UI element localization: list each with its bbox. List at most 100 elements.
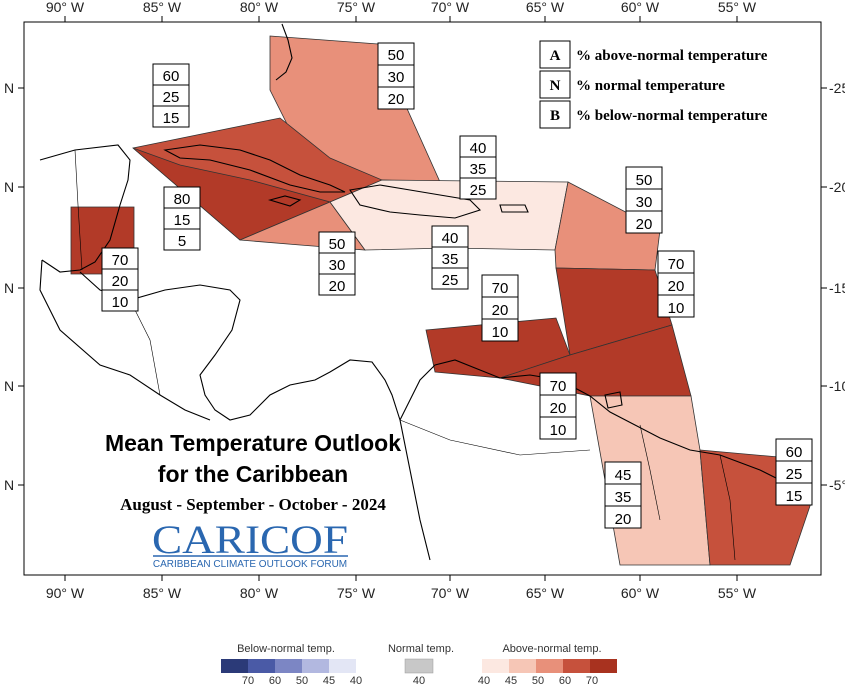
below-tick-label: 70 bbox=[242, 675, 254, 684]
hispaniola-south-above-value: 40 bbox=[442, 230, 459, 247]
legend-key-box bbox=[539, 70, 571, 99]
cuba-above-value: 60 bbox=[163, 68, 180, 85]
above-normal-swatches bbox=[482, 659, 617, 673]
suriname-above-value: 60 bbox=[786, 444, 803, 461]
top-tick-labels: 90° W 85° W 80° W 75° W 70° W 65° W 60° … bbox=[46, 0, 757, 15]
tick-marks bbox=[18, 16, 827, 581]
above-tick-label: 40 bbox=[478, 675, 490, 684]
jamaica-south-above-value: 50 bbox=[329, 236, 346, 253]
right-tick-label: -25 bbox=[829, 80, 845, 96]
top-tick-label: 60° W bbox=[621, 0, 660, 15]
above-normal-caption: Above-normal temp. bbox=[502, 643, 601, 655]
legend-key-box bbox=[539, 100, 571, 129]
windward-below-value: 10 bbox=[668, 300, 685, 317]
belize-above-value: 70 bbox=[112, 252, 129, 269]
above-tick-label: 70 bbox=[586, 675, 598, 684]
bottom-tick-label: 85° W bbox=[143, 585, 182, 601]
left-tick-label: N bbox=[4, 80, 14, 96]
trinidad-normal-value: 20 bbox=[550, 400, 567, 417]
legend-key: A bbox=[550, 48, 561, 64]
abc-above-value: 70 bbox=[492, 280, 509, 297]
jamaica-south-below-value: 20 bbox=[329, 278, 346, 295]
left-tick-labels: N N N N N bbox=[4, 80, 14, 493]
cuba-normal-value: 25 bbox=[163, 89, 180, 106]
suriname-normal-value: 25 bbox=[786, 466, 803, 483]
guyana-above-value: 45 bbox=[615, 467, 632, 484]
above-normal-ticks: 40 45 50 60 70 bbox=[478, 675, 598, 684]
above-tick-label: 60 bbox=[559, 675, 571, 684]
below-tick-label: 60 bbox=[269, 675, 281, 684]
caricof-logo: CARICOF CARIBBEAN CLIMATE OUTLOOK FORUM bbox=[152, 517, 348, 570]
top-tick-label: 90° W bbox=[46, 0, 85, 15]
windward-above-value: 70 bbox=[668, 256, 685, 273]
trinidad-below-value: 10 bbox=[550, 422, 567, 439]
hispaniola-below-value: 25 bbox=[470, 182, 487, 199]
legend-key: B bbox=[550, 108, 560, 124]
below-normal-swatches bbox=[221, 659, 356, 673]
above-normal-swatch bbox=[590, 659, 617, 673]
legend-label: % above-normal temperature bbox=[576, 48, 768, 64]
below-normal-swatch bbox=[248, 659, 275, 673]
above-normal-swatch bbox=[509, 659, 536, 673]
top-tick-label: 70° W bbox=[431, 0, 470, 15]
guyana-below-value: 20 bbox=[615, 511, 632, 528]
bottom-tick-label: 70° W bbox=[431, 585, 470, 601]
probability-boxes: 50 30 20 60 25 15 80 15 5 50 30 20 70 20… bbox=[101, 42, 813, 529]
normal-tick-label: 40 bbox=[413, 675, 425, 684]
top-tick-label: 75° W bbox=[337, 0, 376, 15]
left-tick-label: N bbox=[4, 477, 14, 493]
above-normal-swatch bbox=[482, 659, 509, 673]
bahamas-normal-value: 30 bbox=[388, 69, 405, 86]
logo-subtitle: CARIBBEAN CLIMATE OUTLOOK FORUM bbox=[153, 559, 347, 570]
cayman-normal-value: 15 bbox=[174, 212, 191, 229]
hispaniola-above-value: 40 bbox=[470, 140, 487, 157]
map-title: Mean Temperature Outlook for the Caribbe… bbox=[105, 430, 401, 514]
leeward-below-value: 20 bbox=[636, 216, 653, 233]
bottom-tick-labels: 90° W 85° W 80° W 75° W 70° W 65° W 60° … bbox=[46, 585, 757, 601]
bottom-tick-label: 80° W bbox=[240, 585, 279, 601]
hispaniola-normal-value: 35 bbox=[470, 161, 487, 178]
right-tick-labels: -25 -20 -15 -10 -5° bbox=[829, 80, 845, 493]
below-tick-label: 40 bbox=[350, 675, 362, 684]
below-normal-caption: Below-normal temp. bbox=[237, 643, 335, 655]
below-tick-label: 45 bbox=[323, 675, 335, 684]
title-line-2: for the Caribbean bbox=[158, 461, 348, 487]
top-tick-label: 55° W bbox=[718, 0, 757, 15]
jamaica-south-normal-value: 30 bbox=[329, 257, 346, 274]
bahamas-below-value: 20 bbox=[388, 91, 405, 108]
legend-key-box bbox=[539, 40, 571, 69]
suriname-below-value: 15 bbox=[786, 488, 803, 505]
below-normal-swatch bbox=[275, 659, 302, 673]
leeward-above-value: 50 bbox=[636, 172, 653, 189]
legend-label: % normal temperature bbox=[576, 78, 725, 94]
top-tick-label: 85° W bbox=[143, 0, 182, 15]
right-tick-label: -5° bbox=[829, 477, 845, 493]
legend: A % above-normal temperature N % normal … bbox=[539, 40, 768, 129]
below-normal-swatch bbox=[302, 659, 329, 673]
above-normal-swatch bbox=[563, 659, 590, 673]
below-tick-label: 50 bbox=[296, 675, 308, 684]
logo-wordmark: CARICOF bbox=[152, 517, 348, 562]
legend-label: % below-normal temperature bbox=[576, 108, 768, 124]
leeward-normal-value: 30 bbox=[636, 194, 653, 211]
belize-below-value: 10 bbox=[112, 294, 129, 311]
bahamas-above-value: 50 bbox=[388, 47, 405, 64]
right-tick-label: -20 bbox=[829, 179, 845, 195]
abc-normal-value: 20 bbox=[492, 302, 509, 319]
title-line-1: Mean Temperature Outlook bbox=[105, 430, 401, 456]
region-cayman-jamaica bbox=[132, 147, 332, 241]
below-normal-swatch bbox=[221, 659, 248, 673]
abc-below-value: 10 bbox=[492, 324, 509, 341]
below-normal-ticks: 70 60 50 45 40 bbox=[242, 675, 362, 684]
title-period: August - September - October - 2024 bbox=[120, 495, 386, 514]
windward-normal-value: 20 bbox=[668, 278, 685, 295]
color-scale: Below-normal temp. Normal temp. Above-no… bbox=[221, 643, 617, 684]
above-normal-swatch bbox=[536, 659, 563, 673]
cayman-below-value: 5 bbox=[178, 233, 186, 250]
bottom-tick-label: 65° W bbox=[526, 585, 565, 601]
top-tick-label: 65° W bbox=[526, 0, 565, 15]
bottom-tick-label: 75° W bbox=[337, 585, 376, 601]
left-tick-label: N bbox=[4, 378, 14, 394]
hispaniola-south-normal-value: 35 bbox=[442, 251, 459, 268]
